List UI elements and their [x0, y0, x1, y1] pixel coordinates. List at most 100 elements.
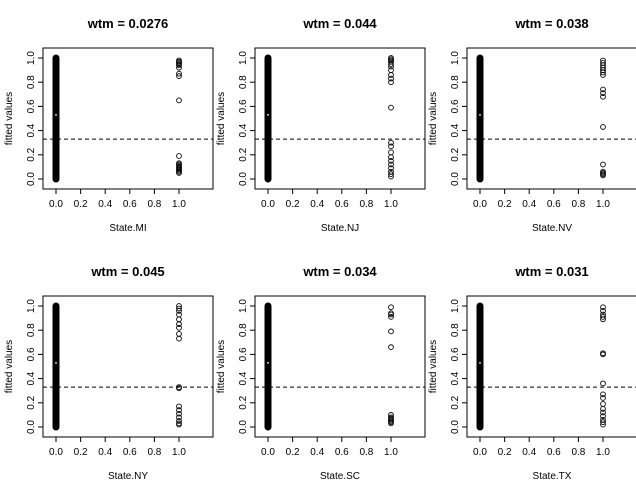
- y-tick-label: 1.0: [450, 51, 461, 65]
- panel-1: wtm = 0.0276 0.0 0.2 0.4 0.6 0.8 1.0 0.0 0.2 0.4 0…: [4, 16, 214, 234]
- x-tick-label: 0.6: [123, 447, 137, 458]
- y-tick-label: 0.8: [450, 323, 461, 337]
- x-tick-label: 0.0: [49, 447, 63, 458]
- data-point: [600, 86, 606, 93]
- y-axis-label: fitted values: [216, 92, 227, 145]
- y-tick-label: 1.0: [238, 299, 249, 313]
- x-axis-label: State.NY: [108, 471, 148, 482]
- chart-title: wtm = 0.038: [514, 16, 588, 31]
- panel-6: wtm = 0.031 0.0 0.2 0.4 0.6 0.8 1.0 0.0 0.2 0.4 0.…: [428, 264, 636, 482]
- y-tick-label: 0.6: [238, 347, 249, 361]
- x-tick-label: 0.2: [286, 447, 300, 458]
- data-point: [388, 104, 394, 111]
- data-point: [600, 351, 606, 358]
- y-tick-label: 0.8: [238, 323, 249, 337]
- plot-frame: [254, 47, 426, 190]
- data-point: [388, 139, 394, 146]
- y-tick-label: 0.8: [26, 75, 37, 89]
- data-point: [388, 171, 394, 178]
- y-axis-label: fitted values: [4, 340, 15, 393]
- plot-frame: [42, 295, 214, 438]
- data-point: [600, 93, 606, 100]
- data-point: [600, 406, 606, 412]
- x-tick-label: 0.6: [335, 199, 349, 210]
- data-point: [600, 409, 606, 416]
- point-cluster-x0: [264, 54, 272, 183]
- data-point: [388, 72, 394, 78]
- x-tick-label: 0.6: [123, 199, 137, 210]
- data-point: [388, 311, 394, 318]
- y-tick-label: 0.2: [450, 395, 461, 409]
- x-tick-label: 0.0: [473, 199, 487, 210]
- x-tick-label: 0.4: [98, 199, 112, 210]
- y-tick-label: 0.4: [26, 123, 37, 137]
- data-point: [176, 73, 182, 80]
- plot-frame: [254, 295, 426, 438]
- x-tick-label: 0.0: [49, 199, 63, 210]
- x-tick-label: 1.0: [596, 199, 610, 210]
- x-tick-label: 0.8: [571, 447, 585, 458]
- chart-title: wtm = 0.0276: [87, 16, 169, 31]
- x-tick-label: 0.8: [359, 199, 373, 210]
- y-tick-label: 0.0: [26, 172, 37, 186]
- data-point: [176, 324, 182, 331]
- x-tick-label: 0.0: [473, 447, 487, 458]
- data-point: [388, 63, 394, 70]
- data-point: [600, 307, 606, 314]
- y-tick-label: 0.2: [26, 395, 37, 409]
- y-tick-label: 0.4: [238, 371, 249, 385]
- point-cluster-x0: [52, 302, 60, 431]
- data-point: [600, 90, 606, 96]
- x-tick-label: 0.8: [359, 447, 373, 458]
- data-point: [388, 344, 394, 350]
- x-tick-label: 0.2: [286, 199, 300, 210]
- data-point: [176, 70, 182, 77]
- data-point: [600, 124, 606, 130]
- point-cluster-x0: [52, 54, 60, 183]
- y-tick-label: 0.6: [26, 99, 37, 113]
- data-point: [600, 314, 606, 320]
- y-tick-label: 1.0: [26, 299, 37, 313]
- data-point: [176, 385, 182, 392]
- data-point: [176, 170, 182, 176]
- y-tick-label: 0.8: [26, 323, 37, 337]
- data-point: [388, 165, 394, 171]
- y-axis-label: fitted values: [216, 340, 227, 393]
- y-tick-label: 0.6: [450, 347, 461, 361]
- data-point: [600, 395, 606, 401]
- data-point: [176, 62, 182, 69]
- x-tick-label: 0.4: [522, 447, 536, 458]
- point-cluster-x0: [476, 54, 484, 183]
- data-point: [176, 421, 182, 428]
- chart-title: wtm = 0.044: [302, 16, 377, 31]
- data-point: [176, 410, 182, 417]
- x-axis-label: State.TX: [533, 471, 572, 482]
- panel-3: wtm = 0.038 0.0 0.2 0.4 0.6 0.8 1.0 0.0 0.2 0.4 0.…: [428, 16, 636, 234]
- data-point: [388, 154, 394, 161]
- panel-5: wtm = 0.034 0.0 0.2 0.4 0.6 0.8 1.0 0.0 0.2 0.4 0.…: [216, 264, 426, 482]
- x-axis-label: State.SC: [320, 471, 360, 482]
- y-tick-label: 0.2: [238, 147, 249, 161]
- y-tick-label: 1.0: [26, 51, 37, 65]
- data-point: [388, 314, 394, 320]
- data-point: [176, 307, 182, 314]
- x-tick-label: 0.2: [74, 199, 88, 210]
- y-tick-label: 0.4: [26, 371, 37, 385]
- x-tick-label: 1.0: [172, 447, 186, 458]
- y-tick-label: 0.6: [26, 347, 37, 361]
- x-tick-label: 0.2: [498, 199, 512, 210]
- data-point: [600, 419, 606, 426]
- x-tick-label: 0.2: [74, 447, 88, 458]
- y-tick-label: 0.4: [450, 371, 461, 385]
- x-tick-label: 0.6: [547, 199, 561, 210]
- y-tick-label: 1.0: [238, 51, 249, 65]
- data-point: [176, 305, 182, 312]
- data-point: [176, 407, 182, 413]
- chart-title: wtm = 0.034: [302, 264, 377, 279]
- data-point: [176, 97, 182, 104]
- plot-frame: [42, 47, 214, 190]
- data-point: [388, 328, 394, 335]
- plot-frame: [466, 295, 636, 438]
- x-axis-label: State.MI: [109, 223, 146, 234]
